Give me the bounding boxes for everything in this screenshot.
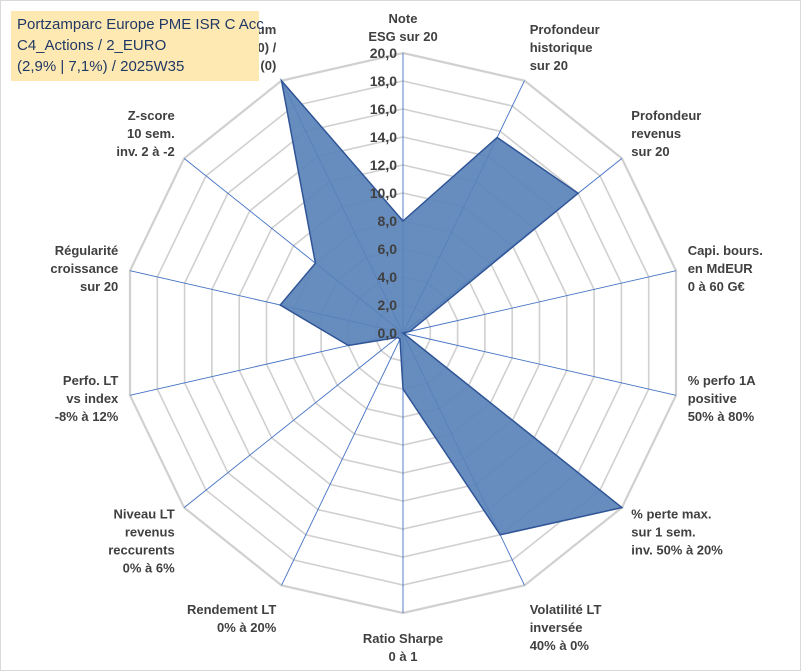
- axis-label-line: sur 1 sem.: [631, 524, 695, 539]
- axis-label-line: historique: [530, 40, 593, 55]
- axis-label: Profondeur historique sur 20: [530, 22, 600, 73]
- axis-label: Profondeur revenus sur 20: [631, 108, 701, 159]
- tick-label: 18,0: [370, 73, 397, 89]
- axis-label-line: 40% à 0%: [530, 638, 590, 653]
- axis-label-line: inv. 50% à 20%: [631, 542, 723, 557]
- tick-label: 16,0: [370, 101, 397, 117]
- axis-label-line: vs index: [66, 391, 119, 406]
- axis-label-line: Profondeur: [631, 108, 701, 123]
- axis-label-line: croissance: [50, 261, 118, 276]
- axis-label: Volatilité LT inversée 40% à 0%: [530, 602, 602, 653]
- axis-label-line: Capi. bours.: [688, 243, 763, 258]
- axis-label: Perfo. LT vs index -8% à 12%: [55, 373, 119, 424]
- axis-label-line: % perte max.: [631, 506, 711, 521]
- axis-label: Capi. bours. en MdEUR 0 à 60 G€: [688, 243, 763, 294]
- axis-label: Note ESG sur 20: [368, 11, 437, 44]
- axis-label-line: 0% à 6%: [123, 560, 175, 575]
- axis-label: % perte max. sur 1 sem. inv. 50% à 20%: [631, 506, 723, 557]
- axis-label-line: 0% à 20%: [217, 620, 277, 635]
- chart-title-box: Portzamparc Europe PME ISR C Acc C4_Acti…: [11, 11, 264, 81]
- axis-label-line: ESG sur 20: [368, 29, 437, 44]
- axis-label-line: -8% à 12%: [55, 409, 119, 424]
- axis-label: Niveau LT revenus reccurents 0% à 6%: [108, 506, 175, 575]
- tick-label: 8,0: [378, 213, 398, 229]
- axis-label-line: % perfo 1A: [688, 373, 757, 388]
- axis-spoke: [402, 332, 677, 396]
- tick-label: 2,0: [378, 297, 398, 313]
- tick-label: 4,0: [378, 269, 398, 285]
- tick-label: 6,0: [378, 241, 398, 257]
- axis-label-line: Note: [389, 11, 418, 26]
- axis-label-line: Z-score: [128, 108, 175, 123]
- axis-label-line: Régularité: [55, 243, 119, 258]
- axis-label: Régularité croissance sur 20: [50, 243, 118, 294]
- tick-label: 0,0: [378, 325, 398, 341]
- tick-label: 12,0: [370, 157, 397, 173]
- axis-label-line: 0 à 60 G€: [688, 279, 745, 294]
- axis-label-line: Niveau LT: [114, 506, 175, 521]
- axis-spoke: [402, 270, 677, 334]
- tick-label: 10,0: [370, 185, 397, 201]
- tick-label: 20,0: [370, 45, 397, 61]
- axis-label-line: sur 20: [80, 279, 118, 294]
- axis-label-line: Rendement LT: [187, 602, 276, 617]
- axis-label: Z-score 10 sem. inv. 2 à -2: [116, 108, 174, 159]
- axis-label-line: 50% à 80%: [688, 409, 755, 424]
- axis-label-line: Perfo. LT: [63, 373, 118, 388]
- axis-label-line: Volatilité LT: [530, 602, 602, 617]
- axis-label: Ratio Sharpe 0 à 1: [363, 631, 443, 664]
- axis-label-line: inversée: [530, 620, 583, 635]
- axis-label-line: inv. 2 à -2: [116, 144, 174, 159]
- axis-label-line: revenus: [631, 126, 681, 141]
- axis-label: % perfo 1A positive 50% à 80%: [688, 373, 757, 424]
- axis-label-line: en MdEUR: [688, 261, 754, 276]
- axis-label-line: positive: [688, 391, 737, 406]
- axis-label-line: Profondeur: [530, 22, 600, 37]
- chart-title-line-2: C4_Actions / 2_EURO: [17, 37, 167, 54]
- tick-label: 14,0: [370, 129, 397, 145]
- chart-title-line-1: Portzamparc Europe PME ISR C Acc: [17, 16, 264, 33]
- chart-title-line-3: (2,9% | 7,1%) / 2025W35: [17, 58, 185, 75]
- axis-label: Rendement LT 0% à 20%: [187, 602, 277, 635]
- axis-label-line: Ratio Sharpe: [363, 631, 443, 646]
- axis-spoke: [281, 332, 404, 586]
- axis-label-line: 10 sem.: [127, 126, 175, 141]
- series-layer: [279, 78, 624, 536]
- axis-label-line: revenus: [125, 524, 175, 539]
- axis-label-line: sur 20: [631, 144, 669, 159]
- axis-spoke: [183, 332, 404, 508]
- axis-label-line: sur 20: [530, 58, 568, 73]
- axis-label-line: reccurents: [108, 542, 174, 557]
- tick-layer: 0,0 2,0 4,0 6,0 8,0 10,0 12,0 14,0 16,0 18,0 20,0: [370, 45, 397, 341]
- axis-label-line: 0 à 1: [389, 649, 418, 664]
